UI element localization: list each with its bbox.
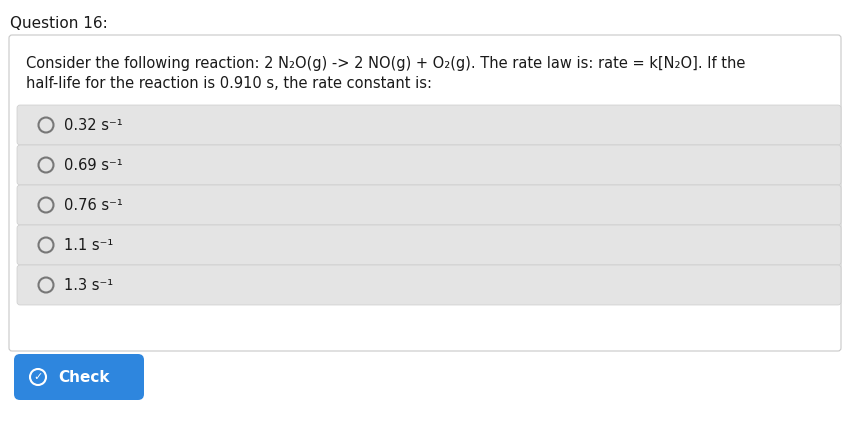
FancyBboxPatch shape — [9, 35, 841, 351]
FancyBboxPatch shape — [17, 105, 841, 145]
Text: 1.3 s⁻¹: 1.3 s⁻¹ — [64, 277, 113, 293]
Text: 1.1 s⁻¹: 1.1 s⁻¹ — [64, 237, 113, 253]
Text: Consider the following reaction: 2 N₂O(g) -> 2 NO(g) + O₂(g). The rate law is: r: Consider the following reaction: 2 N₂O(g… — [26, 56, 745, 71]
Text: 0.32 s⁻¹: 0.32 s⁻¹ — [64, 117, 122, 132]
Text: half-life for the reaction is 0.910 s, the rate constant is:: half-life for the reaction is 0.910 s, t… — [26, 76, 432, 91]
Text: ✓: ✓ — [33, 372, 42, 382]
Text: Check: Check — [58, 369, 110, 385]
Text: 0.76 s⁻¹: 0.76 s⁻¹ — [64, 198, 122, 212]
FancyBboxPatch shape — [17, 225, 841, 265]
FancyBboxPatch shape — [17, 145, 841, 185]
Text: Question 16:: Question 16: — [10, 16, 108, 31]
FancyBboxPatch shape — [17, 185, 841, 225]
FancyBboxPatch shape — [17, 265, 841, 305]
Text: 0.69 s⁻¹: 0.69 s⁻¹ — [64, 157, 122, 173]
FancyBboxPatch shape — [14, 354, 144, 400]
